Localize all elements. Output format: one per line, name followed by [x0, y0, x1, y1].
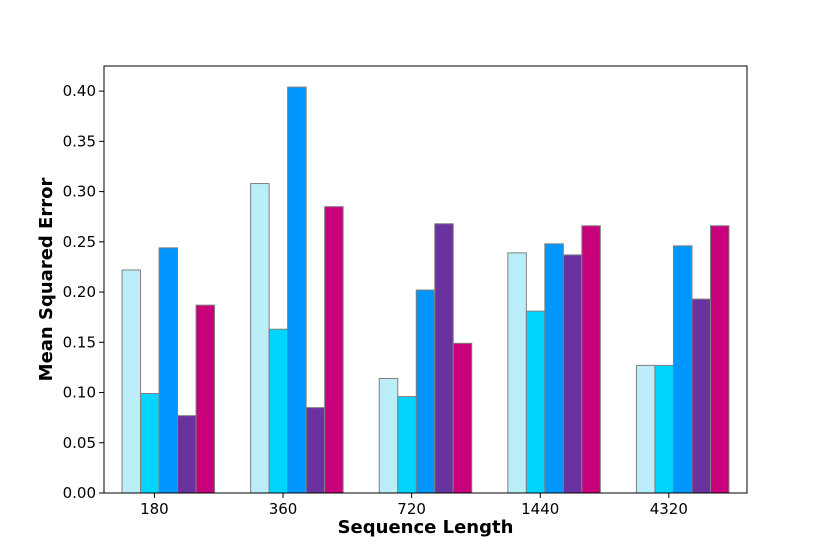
plot-frame [103, 65, 748, 494]
bar-360-series-2 [268, 328, 289, 494]
bar-4320-series-1 [635, 364, 656, 494]
bar-1440-series-2 [525, 310, 546, 494]
y-tick-label: 0.20 [63, 283, 96, 301]
x-axis-title: Sequence Length [338, 517, 514, 538]
y-tick-label: 0.00 [63, 484, 96, 502]
bar-180-series-3 [158, 247, 179, 494]
bar-180-series-5 [195, 304, 216, 494]
bar-1440-series-3 [544, 243, 564, 494]
y-axis-title: Mean Squared Error [36, 178, 57, 382]
x-tick-label: 1440 [521, 500, 559, 518]
y-tick-label: 0.10 [63, 384, 96, 402]
x-tick-label: 360 [269, 500, 298, 518]
x-axis: 180 360 720 1440 4320 [140, 493, 688, 518]
y-tick-label: 0.35 [63, 132, 96, 150]
bar-4320-series-2 [654, 364, 674, 494]
y-tick-label: 0.25 [63, 233, 96, 251]
x-tick-label: 4320 [650, 500, 688, 518]
bar-1440-series-1 [507, 252, 527, 494]
bar-180-series-1 [121, 269, 142, 494]
y-tick-label: 0.05 [63, 434, 96, 452]
bar-360-series-4 [305, 407, 326, 494]
bar-720-series-5 [452, 342, 473, 494]
bar-180-series-2 [140, 393, 160, 494]
bar-720-series-4 [434, 223, 454, 494]
x-tick-label: 720 [397, 500, 426, 518]
y-axis: 0.00 0.05 0.10 0.15 0.20 0.25 0.30 0.35 0.40 [63, 82, 104, 502]
bar-360-series-3 [287, 86, 307, 494]
y-tick-label: 0.15 [63, 333, 96, 351]
bar-720-series-1 [378, 377, 399, 494]
bar-720-series-3 [415, 289, 436, 494]
bar-720-series-2 [397, 396, 417, 494]
x-tick-label: 180 [140, 500, 169, 518]
bar-4320-series-3 [672, 245, 693, 494]
bar-4320-series-4 [691, 298, 711, 494]
y-tick-label: 0.30 [63, 183, 96, 201]
y-tick-label: 0.40 [63, 82, 96, 100]
bars-group [121, 86, 730, 494]
bar-360-series-5 [324, 206, 344, 494]
bar-1440-series-5 [581, 225, 601, 494]
bar-360-series-1 [250, 183, 270, 494]
bar-1440-series-4 [562, 254, 583, 494]
bar-4320-series-5 [709, 225, 730, 494]
bar-180-series-4 [177, 415, 197, 494]
